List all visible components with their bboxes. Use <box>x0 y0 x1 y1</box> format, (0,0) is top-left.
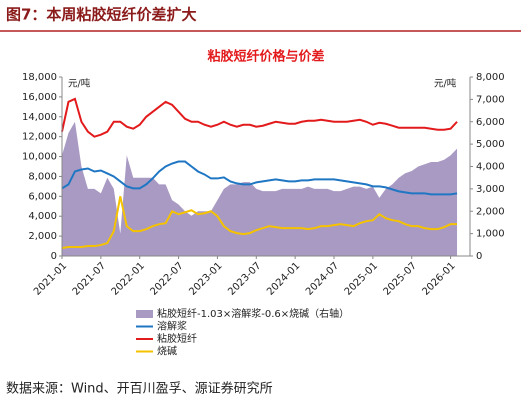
legend-label: 粘胶短纤 <box>157 332 197 345</box>
y-tick-label: 10,000 <box>22 152 57 163</box>
y2-tick-label: 1,000 <box>476 229 505 240</box>
x-tick-label: 2023-01 <box>187 260 224 297</box>
y-tick-label: 14,000 <box>22 112 57 123</box>
price-line <box>61 196 458 250</box>
y-tick-label: 18,000 <box>22 72 57 83</box>
y2-tick-label: 4,000 <box>476 162 505 173</box>
y-tick-label: 0 <box>51 251 57 262</box>
x-tick-label: 2026-01 <box>420 260 457 297</box>
y-tick-label: 6,000 <box>28 191 57 202</box>
x-tick-label: 2024-07 <box>304 260 341 297</box>
y2-tick-label: 2,000 <box>476 206 505 217</box>
y-tick-label: 2,000 <box>28 231 57 242</box>
legend-label: 溶解浆 <box>157 320 187 333</box>
y-tick-label: 16,000 <box>22 92 57 103</box>
x-tick-label: 2023-07 <box>226 260 263 297</box>
x-tick-label: 2022-01 <box>110 260 147 297</box>
legend-label: 粘胶短纤-1.03×溶解浆-0.6×烧碱（右轴） <box>157 307 349 320</box>
y-tick-label: 8,000 <box>28 171 57 182</box>
legend-label: 烧碱 <box>157 345 177 358</box>
price-line <box>61 97 458 138</box>
legend-swatch <box>136 310 153 318</box>
x-tick-label: 2022-07 <box>148 260 185 297</box>
x-tick-label: 2021-01 <box>32 260 69 297</box>
figure-title: 图7：本周粘胶短纤价差扩大 <box>6 6 196 24</box>
price-line <box>61 160 458 196</box>
y2-axis-unit: 元/吨 <box>434 78 457 90</box>
y2-tick-label: 7,000 <box>476 94 505 105</box>
x-tick-label: 2021-07 <box>71 260 108 297</box>
chart-title: 粘胶短纤价格与价差 <box>206 49 324 65</box>
y-tick-label: 12,000 <box>22 132 57 143</box>
spread-area <box>62 121 458 256</box>
y-axis-unit: 元/吨 <box>68 78 91 90</box>
x-tick-label: 2025-07 <box>382 260 419 297</box>
x-tick-label: 2025-01 <box>343 260 380 297</box>
y2-tick-label: 0 <box>476 251 482 262</box>
y2-tick-label: 6,000 <box>476 117 505 128</box>
y2-tick-label: 5,000 <box>476 139 505 150</box>
y2-tick-label: 8,000 <box>476 72 505 83</box>
y2-tick-label: 3,000 <box>476 184 505 195</box>
x-tick-label: 2024-01 <box>265 260 302 297</box>
source-note: 数据来源：Wind、开百川盈孚、源证券研究所 <box>6 381 273 397</box>
y-tick-label: 4,000 <box>28 211 57 222</box>
